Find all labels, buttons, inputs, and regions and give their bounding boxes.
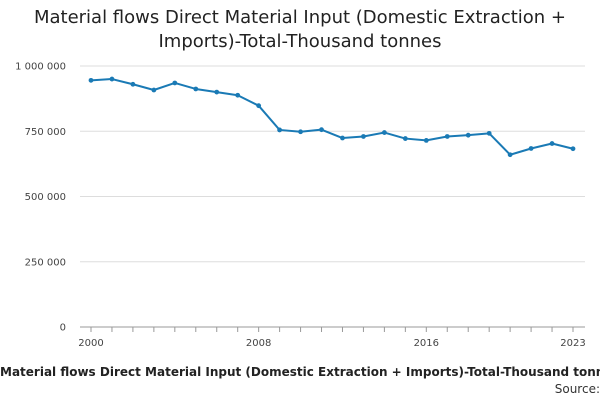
data-point: [256, 103, 262, 109]
data-point: [465, 132, 471, 138]
y-tick-labels: 0 250 000 500 000 750 000 1 000 000: [15, 62, 66, 334]
data-point: [214, 89, 220, 95]
data-point: [486, 130, 492, 136]
y-tick-label: 0: [60, 323, 66, 334]
axes: [80, 326, 585, 332]
series-layer: [88, 76, 576, 158]
data-point: [444, 134, 450, 139]
x-tick-label: 2016: [414, 338, 439, 349]
series-line: [90, 78, 574, 156]
data-point: [361, 134, 366, 139]
data-point: [172, 80, 178, 86]
y-tick-label: 1 000 000: [15, 62, 66, 73]
data-point: [130, 81, 136, 87]
source-label: Source:: [554, 382, 600, 396]
data-point: [235, 92, 241, 98]
data-point: [340, 135, 345, 141]
data-point: [151, 87, 157, 93]
chart-caption: Material flows Direct Material Input (Do…: [0, 365, 600, 379]
data-point: [402, 136, 408, 141]
data-point: [88, 77, 94, 83]
data-point: [507, 152, 513, 158]
data-point: [528, 146, 534, 151]
data-point: [423, 137, 429, 143]
x-tick-label: 2023: [560, 338, 585, 349]
chart-title: Material flows Direct Material Input (Do…: [33, 7, 567, 52]
data-point: [381, 130, 387, 135]
data-point: [298, 129, 303, 135]
data-point: [109, 76, 115, 82]
y-tick-label: 500 000: [25, 192, 66, 203]
x-tick-label: 2008: [246, 338, 271, 349]
x-tick-labels: 2000 2008 2016 2023: [78, 338, 585, 349]
y-tick-label: 750 000: [25, 127, 66, 138]
data-point: [570, 146, 576, 152]
y-tick-label: 250 000: [25, 257, 66, 268]
x-tick-label: 2000: [78, 338, 103, 349]
data-point: [277, 127, 283, 133]
data-point: [319, 127, 324, 133]
grid-lines: [80, 65, 585, 263]
data-point: [549, 141, 555, 146]
data-point: [193, 86, 199, 92]
